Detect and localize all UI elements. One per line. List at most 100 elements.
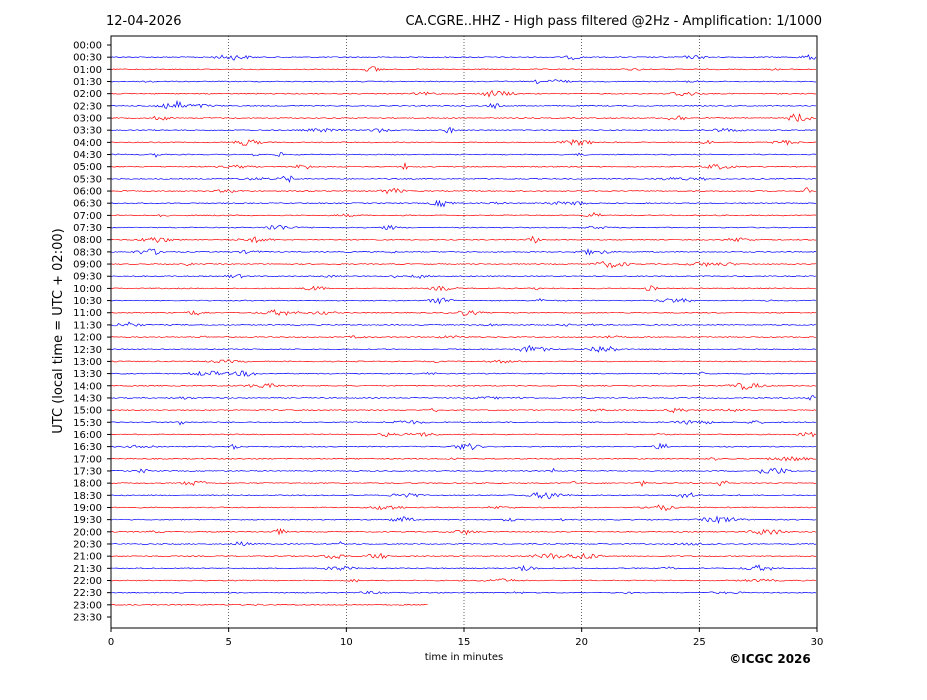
y-tick-label: 18:30 (73, 491, 102, 502)
y-tick-label: 19:00 (73, 503, 102, 514)
y-tick-label: 05:30 (73, 174, 102, 185)
y-tick-label: 16:00 (73, 430, 102, 441)
seismic-trace (110, 456, 817, 462)
y-tick-label: 10:00 (73, 284, 102, 295)
seismic-trace (110, 321, 817, 327)
seismic-trace (110, 359, 817, 364)
y-tick-label: 03:00 (73, 114, 102, 125)
seismic-trace (110, 126, 817, 134)
seismic-trace (110, 504, 817, 512)
y-tick-label: 06:30 (73, 199, 102, 210)
y-tick-label: 18:00 (73, 479, 102, 490)
y-tick-label: 15:30 (73, 418, 102, 429)
seismic-trace (110, 235, 817, 244)
seismic-trace (110, 248, 816, 256)
plot-area (110, 36, 817, 628)
seismic-trace (110, 552, 817, 560)
y-tick-label: 11:30 (73, 320, 102, 331)
y-tick-label: 11:00 (73, 308, 102, 319)
seismic-trace (110, 590, 817, 595)
y-tick-label: 01:00 (73, 65, 102, 76)
seismic-trace (110, 161, 817, 170)
copyright: ©ICGC 2026 (729, 652, 811, 666)
y-tick-label: 14:30 (73, 393, 102, 404)
x-axis-label: time in minutes (425, 652, 504, 663)
seismic-trace (110, 564, 817, 572)
y-tick-label: 12:00 (73, 333, 102, 344)
x-tick-label: 5 (225, 637, 231, 648)
y-tick-label: 17:00 (73, 454, 102, 465)
y-tick-label: 20:30 (73, 539, 102, 550)
y-tick-label: 00:30 (73, 53, 102, 64)
seismic-trace (110, 335, 817, 339)
y-tick-label: 19:30 (73, 515, 102, 526)
y-tick-label: 07:30 (73, 223, 102, 234)
y-tick-label: 12:30 (73, 345, 102, 356)
y-tick-label: 21:00 (73, 552, 102, 563)
y-tick-label: 17:30 (73, 466, 102, 477)
seismic-trace (110, 274, 817, 280)
seismic-trace (110, 113, 817, 123)
x-tick-label: 15 (458, 637, 471, 648)
y-tick-label: 04:00 (73, 138, 102, 149)
y-tick-label: 13:00 (73, 357, 102, 368)
seismic-trace (110, 407, 817, 414)
seismic-trace (110, 261, 817, 269)
seismic-trace (110, 199, 817, 208)
y-tick-label: 20:00 (73, 527, 102, 538)
seismic-trace (110, 175, 817, 183)
x-tick-label: 30 (811, 637, 824, 648)
y-tick-label: 23:30 (73, 613, 102, 624)
y-tick-label: 13:30 (73, 369, 102, 380)
y-tick-label: 22:30 (73, 588, 102, 599)
seismic-trace (111, 138, 817, 147)
y-tick-label: 14:00 (73, 381, 102, 392)
seismic-trace (111, 285, 817, 292)
seismic-trace (110, 212, 817, 218)
y-tick-label: 10:30 (73, 296, 102, 307)
seismic-trace (111, 297, 817, 305)
y-tick-label: 03:30 (73, 126, 102, 137)
y-tick-label: 22:00 (73, 576, 102, 587)
seismic-trace (110, 309, 817, 317)
seismic-trace (110, 491, 817, 500)
y-tick-label: 08:30 (73, 247, 102, 258)
seismic-trace (110, 382, 817, 391)
seismic-trace (111, 578, 817, 583)
y-tick-label: 02:00 (73, 89, 102, 100)
y-tick-label: 02:30 (73, 101, 102, 112)
seismic-trace (110, 152, 817, 158)
y-axis-label: UTC (local time = UTC + 02:00) (51, 228, 66, 433)
seismic-trace (110, 66, 817, 72)
x-tick-label: 10 (340, 637, 353, 648)
seismic-trace (110, 89, 817, 98)
chart-title: CA.CGRE..HHZ - High pass filtered @2Hz -… (405, 14, 822, 29)
y-tick-label: 16:30 (73, 442, 102, 453)
y-tick-label: 01:30 (73, 77, 102, 88)
x-tick-label: 25 (693, 637, 706, 648)
seismic-trace (110, 515, 817, 525)
seismic-trace (110, 187, 816, 195)
y-tick-label: 07:00 (73, 211, 102, 222)
y-tick-label: 04:30 (73, 150, 102, 161)
x-tick-label: 20 (575, 637, 588, 648)
seismic-trace (110, 99, 817, 110)
seismic-trace (110, 431, 817, 438)
seismic-trace (110, 467, 817, 474)
seismic-trace (110, 54, 817, 61)
seismic-trace (111, 79, 817, 85)
seismic-trace (110, 420, 817, 426)
y-tick-label: 08:00 (73, 235, 102, 246)
seismic-trace (110, 541, 817, 546)
y-tick-label: 23:00 (73, 600, 102, 611)
seismic-trace (110, 480, 817, 487)
seismic-trace (110, 370, 817, 377)
seismic-trace (110, 224, 817, 231)
y-tick-label: 21:30 (73, 564, 102, 575)
date: 12-04-2026 (106, 14, 182, 29)
seismic-trace (110, 527, 817, 536)
seismic-trace (110, 442, 817, 451)
seismic-trace (110, 603, 428, 606)
